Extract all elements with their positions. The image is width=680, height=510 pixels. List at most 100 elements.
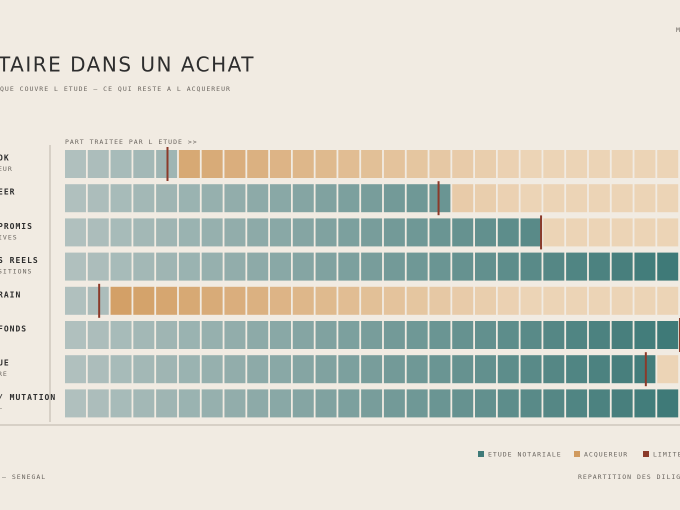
study-cell — [634, 321, 656, 349]
study-cell — [201, 355, 223, 384]
study-cell — [406, 184, 428, 213]
study-cell — [133, 389, 155, 418]
study-cell — [497, 218, 519, 247]
row-label: UE — [0, 359, 10, 368]
study-cell — [406, 355, 428, 384]
study-cell — [611, 355, 633, 384]
study-cell — [406, 321, 428, 349]
study-cell — [361, 184, 383, 213]
study-cell — [383, 218, 405, 247]
row-label: S REELS — [0, 256, 39, 265]
study-cell — [497, 321, 519, 349]
study-cell — [110, 252, 132, 281]
corner-text: M — [676, 26, 680, 34]
study-cell — [87, 355, 109, 384]
study-cell — [156, 355, 178, 384]
covered-cells — [65, 355, 656, 384]
row-sublabel: EUR — [0, 165, 13, 173]
buyer-cell — [201, 150, 223, 178]
study-cell — [452, 389, 474, 418]
study-cell — [110, 218, 132, 247]
study-cell — [566, 252, 588, 281]
study-cell — [520, 252, 542, 281]
buyer-cell — [224, 286, 246, 315]
study-cell — [270, 218, 291, 247]
legend-label: ETUDE NOTARIALE — [488, 451, 562, 459]
buyer-cell — [566, 184, 588, 213]
study-cell — [338, 389, 360, 418]
study-cell — [588, 252, 610, 281]
covered-cells — [65, 184, 451, 213]
study-cell — [133, 321, 155, 349]
study-cell — [520, 218, 542, 247]
study-cell — [475, 321, 496, 349]
study-cell — [315, 355, 337, 384]
buyer-cell — [543, 218, 565, 247]
study-cell — [247, 321, 269, 349]
covered-cells — [65, 252, 679, 281]
study-cell — [657, 321, 679, 349]
study-cell — [292, 355, 314, 384]
buyer-cell — [406, 150, 428, 178]
study-cell — [520, 389, 542, 418]
buyer-cell — [611, 218, 633, 247]
study-cell — [588, 321, 610, 349]
study-cell — [224, 321, 246, 349]
buyer-cell — [156, 286, 178, 315]
buyer-cell — [611, 150, 633, 178]
study-cell — [566, 389, 588, 418]
study-cell — [65, 321, 86, 349]
buyer-cell — [338, 286, 360, 315]
study-cell — [201, 184, 223, 213]
study-cell — [270, 184, 291, 213]
footer-right: REPARTITION DES DILIGE — [578, 473, 680, 481]
row-sublabel: IVES — [0, 233, 18, 241]
buyer-cell — [611, 286, 633, 315]
study-cell — [543, 252, 565, 281]
buyer-cell — [178, 150, 200, 178]
buyer-cell — [520, 184, 542, 213]
study-cell — [315, 184, 337, 213]
study-cell — [611, 321, 633, 349]
buyer-cell — [520, 150, 542, 178]
study-cell — [247, 218, 269, 247]
buyer-cell — [406, 286, 428, 315]
study-cell — [270, 355, 291, 384]
study-cell — [611, 389, 633, 418]
study-cell — [65, 252, 86, 281]
row-sublabel: RE — [0, 370, 8, 378]
study-cell — [178, 321, 200, 349]
buyer-cell — [611, 184, 633, 213]
study-cell — [338, 184, 360, 213]
study-cell — [87, 389, 109, 418]
study-cell — [133, 355, 155, 384]
buyer-cell — [543, 184, 565, 213]
study-cell — [156, 218, 178, 247]
legend-swatch — [643, 451, 649, 457]
buyer-cell — [452, 150, 474, 178]
study-cell — [475, 252, 496, 281]
row-label: FONDS — [0, 325, 27, 334]
buyer-cell — [133, 286, 155, 315]
footer-left: — SENEGAL — [2, 473, 46, 481]
study-cell — [65, 184, 86, 213]
buyer-cell — [543, 286, 565, 315]
legend-label: ACQUEREUR — [584, 451, 628, 459]
axis-label: PART TRAITEE PAR L ETUDE >> — [65, 138, 198, 146]
study-cell — [475, 355, 496, 384]
buyer-cell — [429, 286, 451, 315]
study-cell — [201, 321, 223, 349]
study-cell — [65, 355, 86, 384]
study-cell — [475, 218, 496, 247]
buyer-cell — [270, 150, 291, 178]
study-cell — [315, 321, 337, 349]
buyer-cell — [657, 355, 679, 384]
study-cell — [87, 184, 109, 213]
study-cell — [634, 252, 656, 281]
study-cell — [429, 184, 451, 213]
study-cell — [224, 355, 246, 384]
study-cell — [156, 252, 178, 281]
study-cell — [270, 321, 291, 349]
covered-cells — [65, 286, 109, 315]
buyer-cell — [497, 184, 519, 213]
